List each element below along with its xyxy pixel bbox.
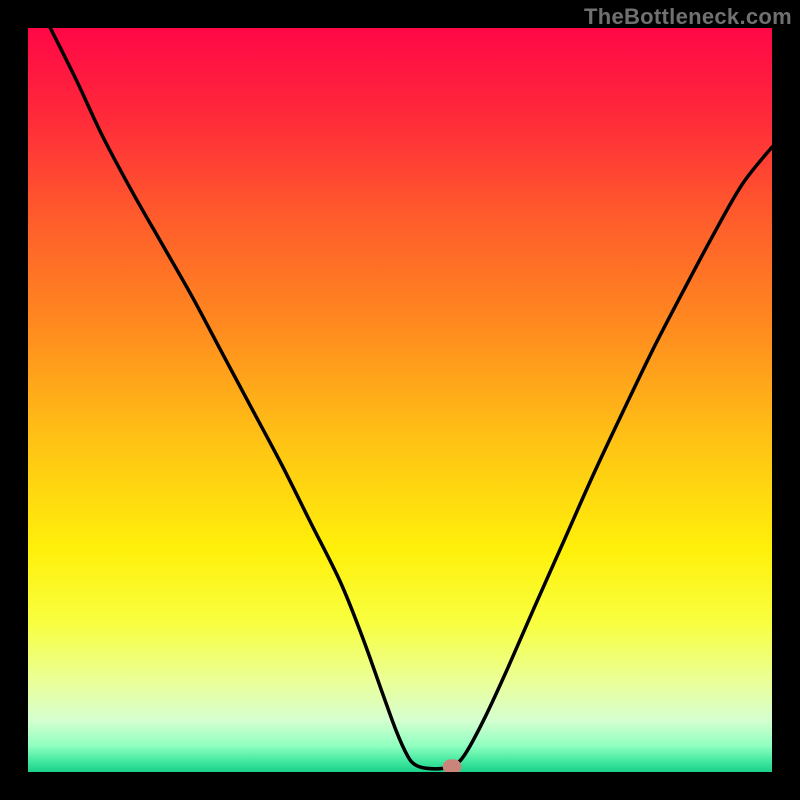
plot-svg bbox=[28, 28, 772, 772]
chart-container: TheBottleneck.com bbox=[0, 0, 800, 800]
plot-area bbox=[28, 28, 772, 772]
gradient-background bbox=[28, 28, 772, 772]
watermark-text: TheBottleneck.com bbox=[584, 4, 792, 30]
minimum-marker bbox=[443, 759, 462, 772]
